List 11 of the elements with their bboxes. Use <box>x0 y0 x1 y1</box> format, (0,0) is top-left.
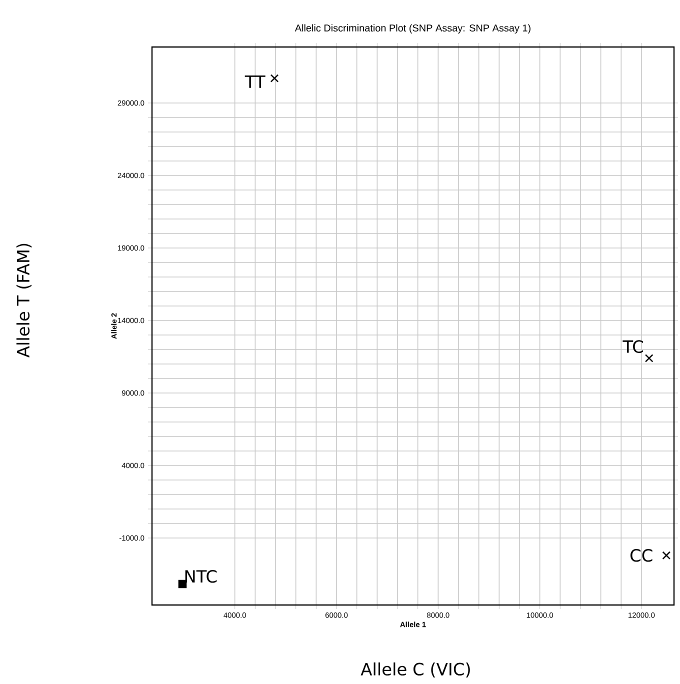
annotation: NTC <box>185 570 217 583</box>
text: Allele C (VIC) <box>360 662 470 678</box>
text: Allele T (FAM) <box>16 244 32 358</box>
point <box>662 551 671 560</box>
point <box>270 74 279 82</box>
annotation: CC <box>630 548 652 562</box>
point <box>178 580 187 588</box>
annotation: TC <box>622 340 643 353</box>
annotation: TT <box>244 76 266 88</box>
point <box>644 354 654 362</box>
chart-title: Allelic Discrimination Plot (SNP Assay: SNP Assay 1) <box>294 24 530 34</box>
